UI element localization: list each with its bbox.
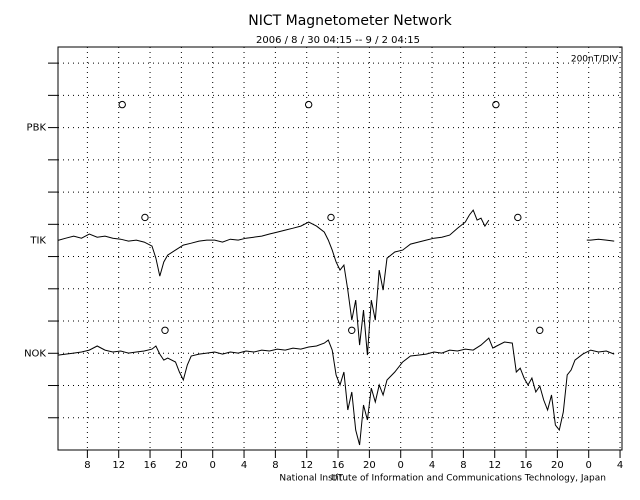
footer: National Institute of Information and Co… bbox=[279, 474, 606, 484]
x-tick-label: 0 bbox=[210, 460, 216, 471]
station-label: NOK bbox=[24, 348, 46, 359]
station-label: TIK bbox=[29, 235, 46, 246]
x-tick-label: 12 bbox=[300, 460, 313, 471]
plot-frame bbox=[57, 46, 623, 451]
noon-marker bbox=[492, 100, 500, 109]
trace bbox=[57, 209, 615, 356]
x-tick-label: 0 bbox=[398, 460, 404, 471]
noon-marker bbox=[161, 326, 169, 334]
x-tick-label: 12 bbox=[112, 460, 125, 471]
x-tick-label: 4 bbox=[241, 460, 247, 471]
x-tick-label: 16 bbox=[144, 460, 157, 471]
x-tick-label: 8 bbox=[272, 460, 278, 471]
x-tick-label: 16 bbox=[332, 460, 345, 471]
noon-marker bbox=[514, 213, 522, 222]
x-tick-label: 8 bbox=[460, 460, 466, 471]
chart-title: NICT Magnetometer Network bbox=[248, 13, 452, 29]
noon-marker bbox=[348, 326, 356, 334]
noon-marker bbox=[327, 213, 335, 222]
station-label: PBK bbox=[27, 123, 47, 134]
x-axis-label: UT bbox=[331, 474, 344, 484]
noon-marker bbox=[141, 213, 149, 222]
x-tick-label: 20 bbox=[175, 460, 188, 471]
x-tick-label: 4 bbox=[617, 460, 623, 471]
scale-label: 200nT/DIV bbox=[571, 55, 619, 65]
chart-subtitle: 2006 / 8 / 30 04:15 -- 9 / 2 04:15 bbox=[256, 35, 420, 46]
noon-marker bbox=[118, 100, 126, 109]
x-tick-label: 16 bbox=[520, 460, 533, 471]
x-tick-label: 20 bbox=[363, 460, 376, 471]
trace bbox=[57, 337, 615, 446]
x-tick-label: 4 bbox=[429, 460, 435, 471]
noon-marker bbox=[304, 100, 313, 109]
x-tick-label: 20 bbox=[551, 460, 564, 471]
x-tick-label: 12 bbox=[488, 460, 501, 471]
noon-marker bbox=[536, 326, 544, 334]
x-tick-label: 0 bbox=[586, 460, 592, 471]
x-tick-label: 8 bbox=[84, 460, 90, 471]
